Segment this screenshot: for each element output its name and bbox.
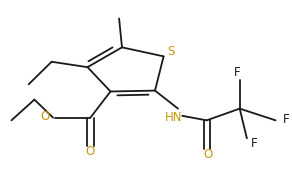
Text: O: O <box>204 148 213 161</box>
Text: O: O <box>86 145 95 158</box>
Text: S: S <box>167 45 175 58</box>
Text: F: F <box>283 113 289 126</box>
Text: HN: HN <box>165 111 182 124</box>
Text: F: F <box>234 66 240 79</box>
Text: O: O <box>40 110 49 123</box>
Text: F: F <box>251 137 257 150</box>
